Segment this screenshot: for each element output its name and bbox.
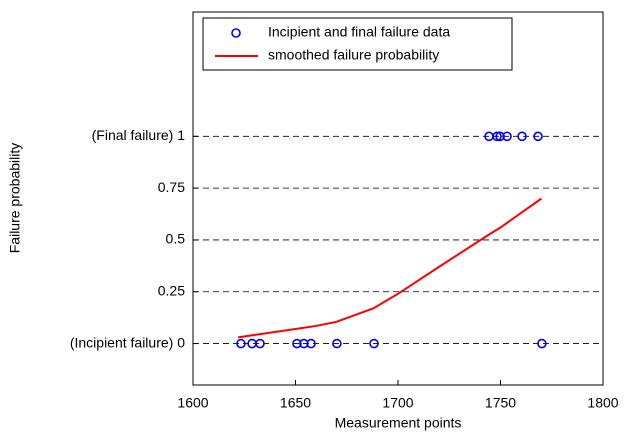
data-point — [332, 338, 342, 349]
legend-label: Incipient and final failure data — [268, 24, 450, 40]
x-tick-label: 1800 — [587, 395, 618, 411]
data-point — [495, 131, 505, 142]
data-point — [502, 131, 512, 142]
y-tick-label: 0.5 — [166, 231, 186, 247]
data-point — [255, 338, 265, 349]
legend-label: smoothed failure probability — [268, 47, 439, 63]
y-tick-label: 0.25 — [158, 282, 185, 298]
data-point — [537, 338, 547, 349]
y-axis-label: Failure probability — [7, 143, 23, 254]
legend: Incipient and final failure data smoothed… — [202, 17, 513, 71]
y-tick-label: (Incipient failure) 0 — [70, 334, 185, 350]
y-tick-label: 0.75 — [158, 179, 185, 195]
data-point — [492, 131, 502, 142]
x-axis-label: Measurement points — [335, 415, 462, 431]
x-tick-label: 1600 — [177, 395, 208, 411]
x-tick-label: 1700 — [382, 395, 413, 411]
data-line — [237, 197, 543, 339]
data-point — [369, 338, 379, 349]
data-point — [306, 338, 316, 349]
data-point — [299, 338, 309, 349]
x-tick-label: 1650 — [280, 395, 311, 411]
data-point — [517, 131, 527, 142]
data-point — [533, 131, 543, 142]
y-tick-label: (Final failure) 1 — [92, 127, 186, 143]
plot-frame — [192, 11, 604, 386]
legend-marker — [231, 28, 241, 38]
x-tick-label: 1750 — [485, 395, 516, 411]
legend-box — [202, 17, 513, 71]
data-point — [236, 338, 246, 349]
data-point — [292, 338, 302, 349]
